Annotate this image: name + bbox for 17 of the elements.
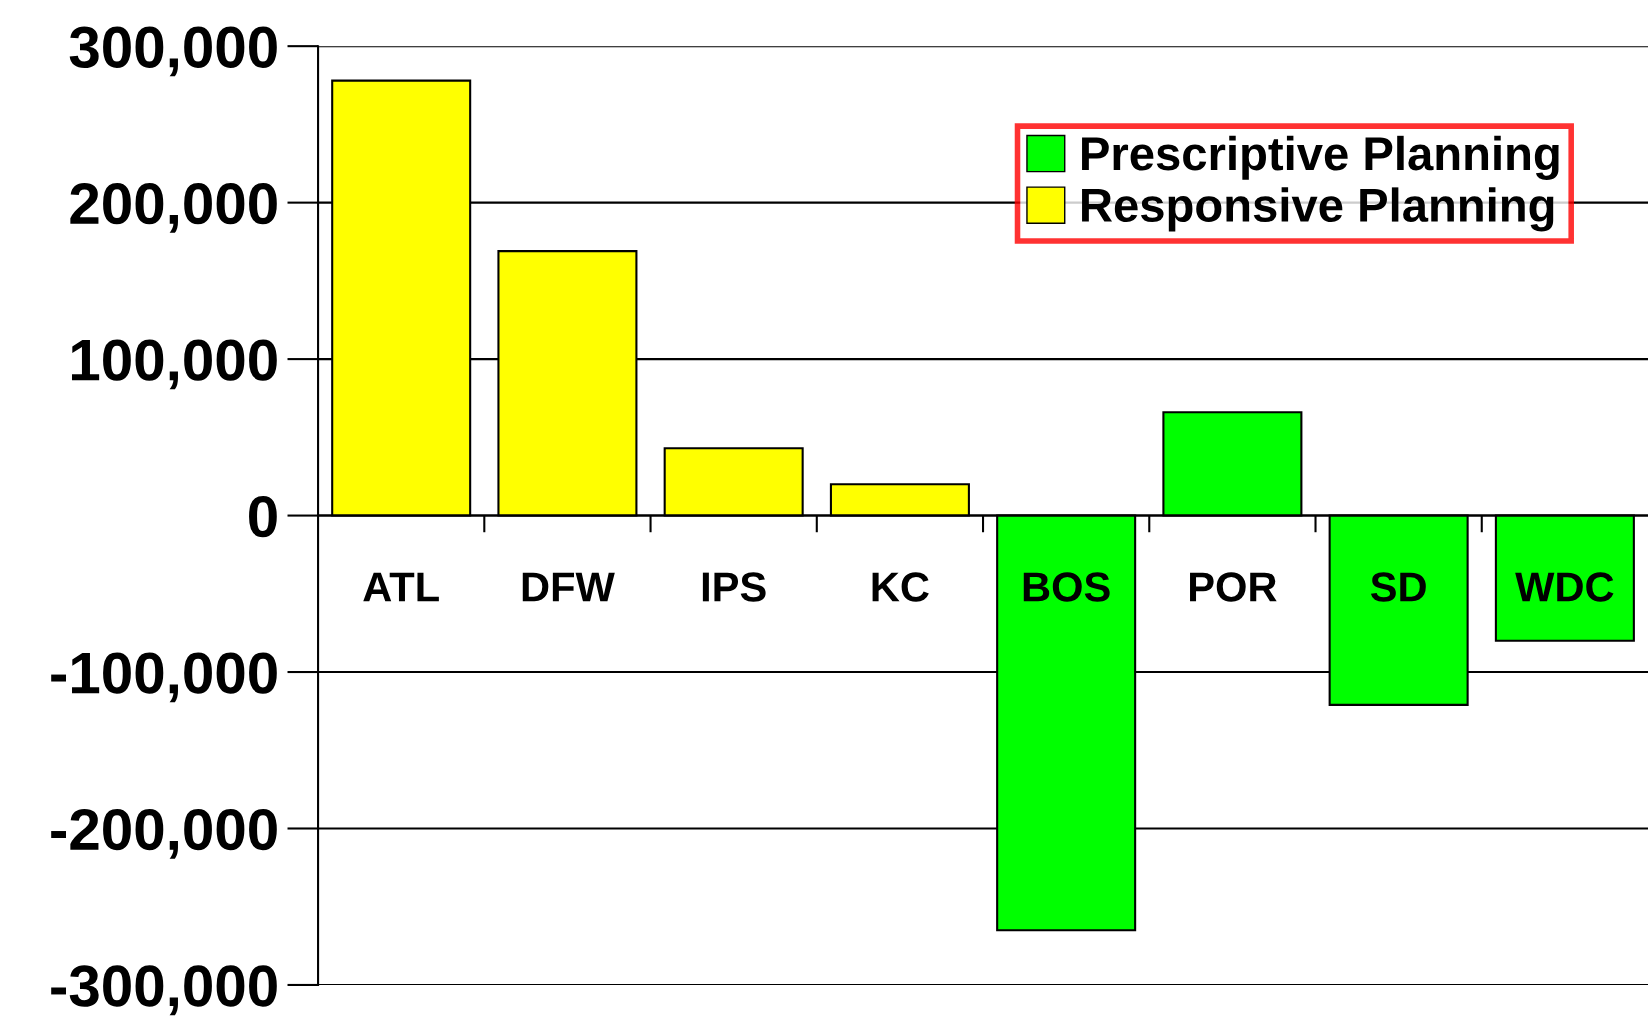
y-tick-label: -300,000: [51, 965, 277, 1016]
legend-label: Responsive Planning: [1082, 187, 1554, 232]
y-tick-label: 300,000: [69, 26, 277, 77]
x-tick-label: SD: [1370, 572, 1426, 602]
y-tick-label: 100,000: [72, 339, 277, 390]
y-tick-label: -200,000: [51, 808, 277, 859]
x-tick-label: DFW: [522, 572, 615, 602]
x-tick-label: BOS: [1023, 572, 1110, 602]
x-tick-label: POR: [1190, 572, 1277, 602]
y-tick-label: 0: [249, 495, 277, 538]
x-tick-label: ATL: [363, 572, 439, 602]
y-tick-label: 200,000: [70, 183, 277, 233]
legend-label: Prescriptive Planning: [1082, 135, 1559, 181]
x-tick-label: IPS: [702, 572, 766, 602]
x-tick-label: KC: [872, 572, 929, 602]
y-tick-label: -100,000: [51, 652, 277, 703]
x-tick-label: WDC: [1515, 572, 1614, 602]
